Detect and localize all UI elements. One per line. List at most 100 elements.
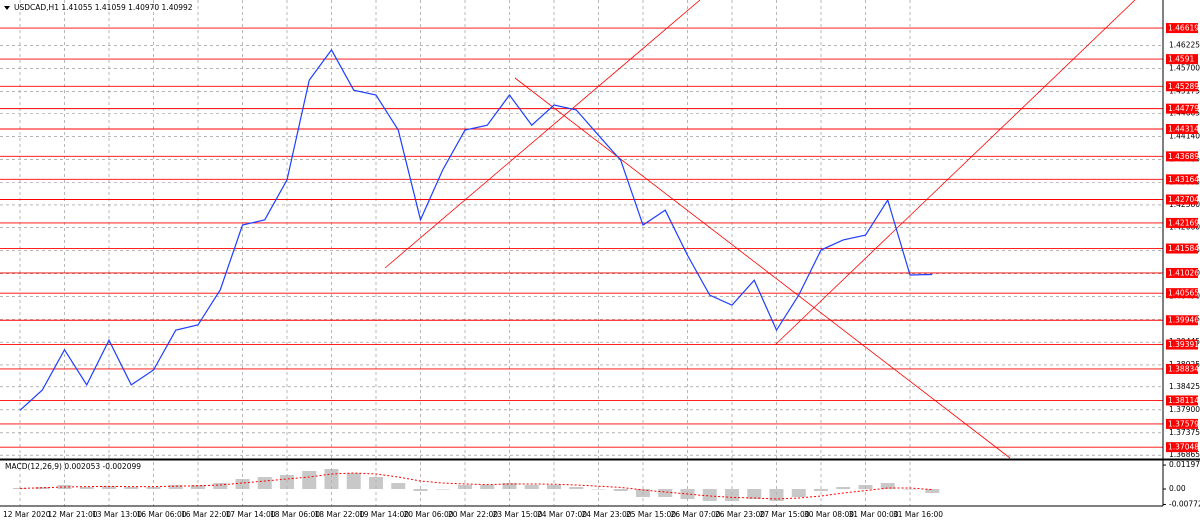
level-label: 1.37048 [1168,443,1199,452]
level-label: 1.44779 [1168,104,1199,113]
level-box [1166,123,1198,134]
x-tick-label: 20 Mar 22:00 [448,510,498,519]
y-tick-label: -0.007723 [1169,499,1200,508]
macd-bar [413,489,428,491]
macd-bar [213,483,228,489]
level-box [1166,23,1198,34]
level-label: 1.46619 [1168,24,1199,33]
level-box [1166,395,1198,406]
mark-layer [0,0,1163,501]
x-tick-label: 20 Mar 06:00 [404,510,454,519]
level-label: 1.43689 [1168,152,1199,161]
level-label: 1.41584 [1168,244,1199,253]
macd-bar [79,487,94,489]
level-label: 1.40565 [1168,289,1199,298]
level-box [1166,81,1198,92]
macd-bar [124,487,139,489]
level-box [1166,442,1198,453]
macd-bar [146,487,161,489]
x-tick-label: 27 Mar 15:00 [760,510,810,519]
macd-bar [769,489,784,501]
x-tick-label: 13 Mar 13:00 [92,510,142,519]
macd-bar [502,483,517,489]
y-tick-label: 0.00 [1169,484,1186,493]
macd-bar [636,489,650,497]
level-label: 1.42704 [1168,195,1199,204]
level-box [1166,217,1198,228]
macd-bar [903,489,917,490]
macd-bar [480,485,495,489]
macd-bar [791,489,806,497]
macd-bar [591,489,606,490]
level-label: 1.4591 [1168,55,1194,64]
x-tick-label: 12 Mar 21:00 [48,510,98,519]
macd-bar [836,487,851,489]
y-tick-label: 1.37900 [1169,405,1200,414]
level-box [1166,363,1198,374]
macd-bar [391,483,406,489]
price-line [19,48,933,411]
macd-bar [547,485,561,489]
level-box [1166,243,1198,254]
x-tick-label: 31 Mar 00:00 [849,510,899,519]
level-box [1166,174,1198,185]
x-tick-label: 24 Mar 23:00 [582,510,632,519]
level-box [1166,194,1198,205]
macd-bar [524,485,539,489]
x-tick-label: 24 Mar 07:00 [537,510,587,519]
macd-bar [613,489,628,491]
y-tick-label: 0.011972 [1169,460,1200,469]
level-box [1166,103,1198,114]
x-tick-label: 18 Mar 06:00 [270,510,320,519]
macd-bar [725,489,739,501]
x-tick-label: 31 Mar 16:00 [893,510,943,519]
macd-bar [102,486,116,489]
macd-bar [191,485,205,489]
level-label: 1.42169 [1168,218,1199,227]
grid-layer [0,0,1163,506]
macd-bar [435,489,450,490]
macd-bar [324,469,339,489]
level-label: 1.43164 [1168,175,1199,184]
level-label: 1.37579 [1168,419,1199,428]
level-box [1166,418,1198,429]
x-tick-label: 25 Mar 15:00 [626,510,676,519]
y-tick-label: 1.45700 [1169,63,1200,72]
level-label: 1.38114 [1168,396,1199,405]
y-tick-label: 1.36865 [1169,450,1200,459]
level-box [1166,315,1198,326]
y-tick-label: 1.44140 [1169,132,1200,141]
x-tick-label: 26 Mar 23:00 [715,510,765,519]
macd-bar [302,471,317,489]
macd-bar [814,489,828,491]
trend-line [514,77,1011,459]
macd-bar [235,479,250,489]
y-tick-label: 1.37375 [1169,428,1200,437]
y-tick-label: 1.38425 [1169,382,1200,391]
x-tick-label: 12 Mar 2020 [3,510,51,519]
trend-line [774,0,1136,346]
x-tick-label: 17 Mar 14:00 [226,510,276,519]
macd-bar [747,489,762,499]
macd-title: MACD(12,26,9) 0.002053 -0.002099 [5,462,141,471]
y-tick-label: 1.46225 [1169,40,1200,49]
level-label: 1.39946 [1168,316,1199,325]
level-box [1166,339,1198,350]
level-box [1166,267,1198,278]
macd-bar [13,488,27,489]
chart-title: USDCAD,H1 1.41055 1.41059 1.40970 1.4099… [14,3,193,12]
signal-line [19,472,933,500]
level-box [1166,151,1198,162]
macd-bar [702,489,717,501]
level-box [1166,54,1198,65]
menu-arrow[interactable] [4,6,10,10]
level-label: 1.41026 [1168,268,1199,277]
macd-bar [346,473,361,489]
x-tick-label: 26 Mar 07:00 [671,510,721,519]
level-label: 1.38834 [1168,364,1199,373]
x-tick-label: 16 Mar 06:00 [137,510,187,519]
macd-bar [369,477,383,489]
